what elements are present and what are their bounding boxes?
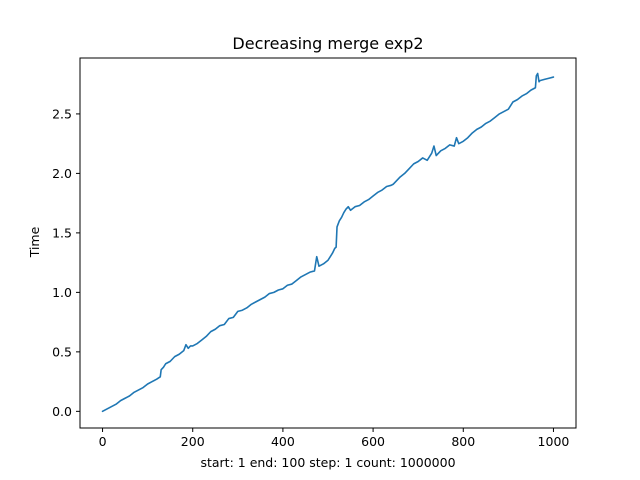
plot-area [101, 72, 555, 413]
y-axis: 0.0 0.5 1.0 1.5 2.0 2.5 [52, 106, 80, 419]
y-tick-label: 2.5 [52, 106, 72, 121]
y-tick-label: 2.0 [52, 166, 72, 181]
chart-title: Decreasing merge exp2 [232, 34, 423, 53]
y-tick-label: 1.5 [52, 225, 72, 240]
x-tick-label: 200 [181, 434, 205, 449]
series-line-0 [101, 72, 555, 413]
x-axis: 0 200 400 600 800 1000 [99, 428, 570, 449]
x-tick-label: 600 [361, 434, 385, 449]
y-tick-label: 1.0 [52, 285, 72, 300]
y-tick-label: 0.0 [52, 404, 72, 419]
x-tick-label: 800 [451, 434, 475, 449]
y-axis-label: Time [27, 226, 42, 258]
x-tick-label: 0 [99, 434, 107, 449]
x-tick-label: 400 [271, 434, 295, 449]
x-tick-label: 1000 [538, 434, 570, 449]
x-axis-label: start: 1 end: 100 step: 1 count: 1000000 [200, 455, 455, 470]
y-tick-label: 0.5 [52, 344, 72, 359]
axes-frame [79, 57, 577, 429]
